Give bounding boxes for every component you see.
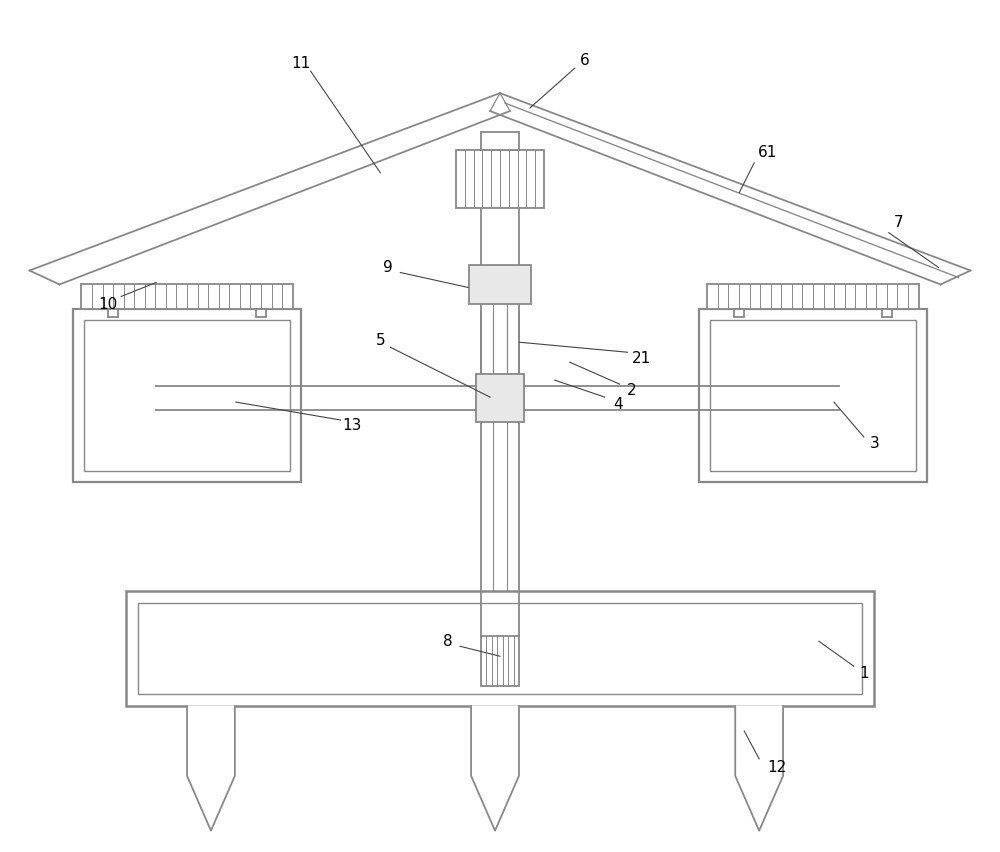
Polygon shape	[471, 706, 519, 831]
Bar	[84, 320, 290, 471]
Text: 4: 4	[613, 396, 622, 412]
Bar	[734, 309, 744, 317]
Polygon shape	[30, 93, 510, 285]
Text: 13: 13	[343, 418, 362, 434]
Bar	[456, 150, 544, 208]
Text: 3: 3	[870, 436, 880, 452]
Bar	[710, 320, 916, 471]
Bar	[707, 285, 919, 309]
Text: 61: 61	[757, 146, 777, 160]
Bar	[73, 309, 301, 482]
Bar	[81, 285, 293, 309]
Bar	[469, 264, 531, 304]
Bar	[126, 591, 874, 706]
Text: 9: 9	[383, 260, 393, 275]
Bar	[481, 636, 519, 686]
Bar	[882, 309, 892, 317]
Text: 12: 12	[767, 760, 787, 775]
Text: 7: 7	[894, 216, 904, 230]
Bar	[476, 374, 524, 422]
Text: 2: 2	[627, 383, 636, 398]
Bar	[481, 132, 519, 150]
Polygon shape	[490, 93, 970, 285]
Text: 10: 10	[99, 296, 118, 312]
Text: 8: 8	[443, 634, 453, 648]
Bar	[138, 603, 862, 694]
Text: 1: 1	[859, 665, 869, 681]
Bar	[108, 309, 118, 317]
Bar	[256, 309, 266, 317]
Polygon shape	[735, 706, 783, 831]
Text: 6: 6	[580, 53, 590, 67]
Bar	[699, 309, 927, 482]
Polygon shape	[187, 706, 235, 831]
Text: 21: 21	[632, 351, 651, 366]
Text: 11: 11	[291, 55, 310, 71]
Text: 5: 5	[376, 333, 385, 348]
